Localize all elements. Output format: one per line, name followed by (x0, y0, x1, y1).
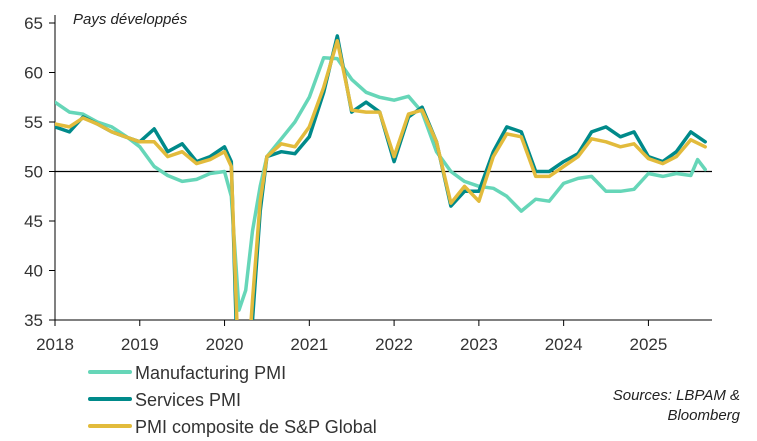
chart-subtitle: Pays développés (73, 11, 188, 28)
source-line: Sources: LBPAM & (613, 387, 740, 404)
x-tick-label: 2021 (290, 335, 328, 354)
y-tick-label: 40 (24, 262, 43, 281)
series-lines (55, 34, 707, 320)
x-tick-label: 2018 (36, 335, 74, 354)
legend: Manufacturing PMI Services PMI PMI composi… (88, 363, 377, 437)
source-line: Bloomberg (667, 407, 740, 424)
y-tick-label: 50 (24, 163, 43, 182)
legend-label: Services PMI (135, 390, 241, 410)
x-axis-ticks: 2018 2019 2020 2021 2022 2023 2024 2025 (36, 320, 667, 354)
source-note: Sources: LBPAM & Bloomberg (613, 387, 741, 424)
y-tick-label: 55 (24, 113, 43, 132)
x-tick-label: 2025 (630, 335, 668, 354)
legend-label: Manufacturing PMI (135, 363, 286, 383)
y-tick-label: 60 (24, 64, 43, 83)
y-tick-label: 35 (24, 311, 43, 330)
y-tick-label: 45 (24, 212, 43, 231)
legend-label: PMI composite de S&P Global (135, 417, 377, 437)
x-tick-label: 2019 (121, 335, 159, 354)
series-line-services-pmi (55, 34, 707, 320)
x-tick-label: 2024 (545, 335, 583, 354)
x-tick-label: 2020 (206, 335, 244, 354)
y-axis-ticks: 35 40 45 50 55 60 65 (24, 14, 55, 330)
series-line-pmi-composite-de-s-p-global (55, 39, 707, 320)
series-line-manufacturing-pmi (55, 55, 707, 312)
x-tick-label: 2022 (375, 335, 413, 354)
y-tick-label: 65 (24, 14, 43, 33)
x-tick-label: 2023 (460, 335, 498, 354)
